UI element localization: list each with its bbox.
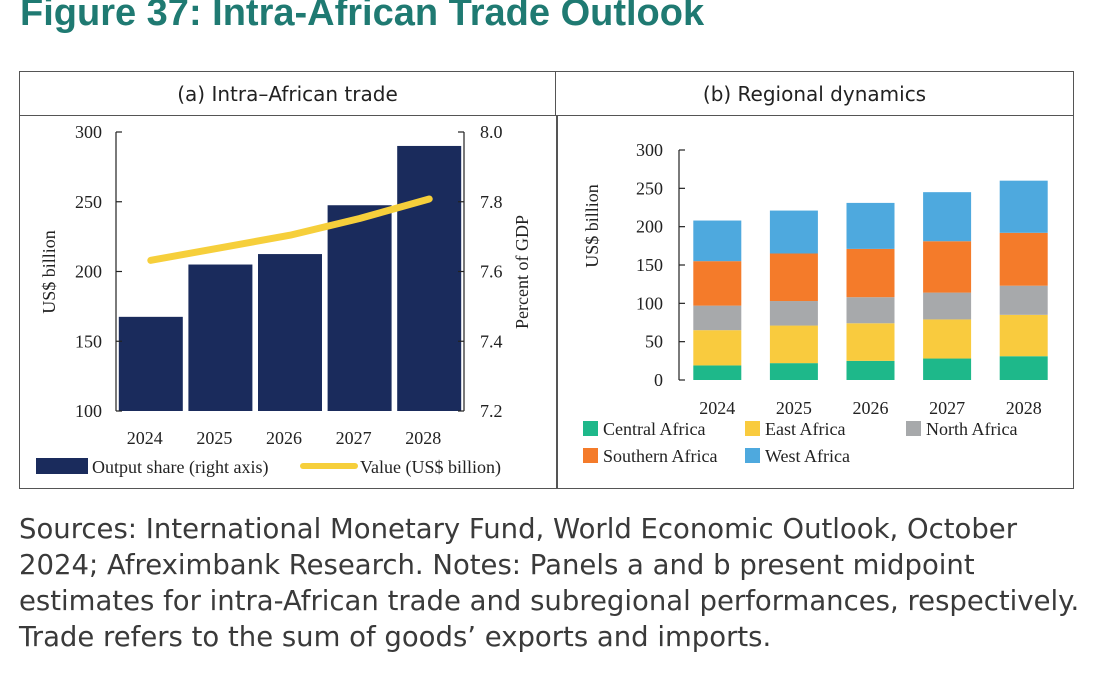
panel-divider bbox=[556, 116, 558, 488]
bar-east-africa-2025 bbox=[769, 325, 818, 364]
panel-b-chart: 300 250 200 150 100 50 0 2024 2025 2026 2027 2028 U… bbox=[582, 140, 1048, 466]
bar-north-africa-2024 bbox=[693, 305, 742, 331]
bar-west-africa-2028 bbox=[999, 180, 1048, 233]
bar-central-africa-2025 bbox=[769, 363, 818, 380]
panel-a-legend: Output share (right axis) Value (US$ bil… bbox=[36, 457, 501, 478]
figure-frame: (a) Intra–African trade (b) Regional dyn… bbox=[19, 71, 1074, 489]
bar-output-share-2024 bbox=[118, 316, 183, 411]
panel-a-y2-axis-label: Percent of GDP bbox=[512, 215, 532, 329]
legend-swatch-southern-africa bbox=[583, 448, 598, 463]
legend-swatch-north-africa bbox=[906, 421, 921, 436]
figure-title: Figure 37: Intra-African Trade Outlook bbox=[20, 0, 705, 34]
bar-east-africa-2028 bbox=[999, 314, 1048, 357]
panel-b-y-axis-label: US$ billion bbox=[582, 184, 602, 268]
panel-a-left-tick-label: 100 bbox=[75, 401, 102, 421]
panel-b-left-tick-label: 100 bbox=[636, 293, 663, 313]
sources-notes: Sources: International Monetary Fund, Wo… bbox=[19, 513, 1080, 653]
legend-label-southern-africa: Southern Africa bbox=[603, 446, 717, 466]
panel-b-left-tick-label: 150 bbox=[636, 255, 663, 275]
legend-swatch-output-share bbox=[36, 458, 88, 474]
bar-southern-africa-2028 bbox=[999, 232, 1048, 286]
bar-west-africa-2026 bbox=[846, 202, 895, 249]
bar-west-africa-2025 bbox=[769, 210, 818, 254]
panel-a-right-tick-label: 7.2 bbox=[480, 401, 503, 421]
bar-output-share-2028 bbox=[397, 145, 462, 411]
bar-southern-africa-2026 bbox=[846, 248, 895, 298]
bar-central-africa-2026 bbox=[846, 360, 895, 380]
panel-a-title: (a) Intra–African trade bbox=[20, 72, 556, 116]
bar-west-africa-2027 bbox=[923, 192, 972, 242]
legend-swatch-west-africa bbox=[745, 448, 760, 463]
legend-swatch-east-africa bbox=[745, 421, 760, 436]
panel-a-x-tick-label: 2024 bbox=[127, 428, 163, 448]
panel-a-left-tick-label: 300 bbox=[75, 122, 102, 142]
bar-output-share-2025 bbox=[188, 264, 253, 411]
bar-north-africa-2028 bbox=[999, 285, 1048, 315]
legend-label-value: Value (US$ billion) bbox=[360, 457, 501, 478]
bar-central-africa-2027 bbox=[923, 358, 972, 380]
panel-b-x-tick-label: 2027 bbox=[929, 398, 965, 418]
panel-b-x-tick-label: 2026 bbox=[853, 398, 889, 418]
bar-east-africa-2026 bbox=[846, 323, 895, 361]
legend-label-west-africa: West Africa bbox=[765, 446, 850, 466]
legend-label-north-africa: North Africa bbox=[926, 419, 1017, 439]
panel-b-legend: Central Africa East Africa North Africa … bbox=[583, 419, 1017, 466]
bar-central-africa-2024 bbox=[693, 365, 742, 380]
bar-east-africa-2027 bbox=[923, 319, 972, 359]
panel-a-right-tick-label: 7.8 bbox=[480, 192, 503, 212]
bar-central-africa-2028 bbox=[999, 356, 1048, 380]
bar-north-africa-2025 bbox=[769, 301, 818, 326]
bar-east-africa-2024 bbox=[693, 330, 742, 366]
panel-a-x-tick-label: 2028 bbox=[405, 428, 441, 448]
panel-a-left-tick-label: 200 bbox=[75, 262, 102, 282]
panel-b-x-tick-label: 2028 bbox=[1006, 398, 1042, 418]
bar-southern-africa-2027 bbox=[923, 241, 972, 293]
legend-swatch-value bbox=[300, 463, 358, 469]
panel-a-y-axis-label: US$ billion bbox=[39, 230, 59, 314]
bar-north-africa-2026 bbox=[846, 297, 895, 324]
legend-label-output-share: Output share (right axis) bbox=[92, 457, 268, 478]
panel-a-chart: 300 250 200 150 100 8.0 7.8 7.6 7.4 7.2 2024 2025 20… bbox=[36, 122, 532, 478]
panel-b-x-tick-label: 2024 bbox=[699, 398, 735, 418]
panel-a-right-tick-label: 8.0 bbox=[480, 122, 503, 142]
legend-swatch-central-africa bbox=[583, 421, 598, 436]
panel-b-left-tick-label: 50 bbox=[645, 332, 663, 352]
bar-west-africa-2024 bbox=[693, 220, 742, 262]
panel-b-left-tick-label: 200 bbox=[636, 217, 663, 237]
panel-a-right-tick-label: 7.6 bbox=[480, 262, 503, 282]
panel-a-left-tick-label: 250 bbox=[75, 192, 102, 212]
panel-a-x-tick-label: 2027 bbox=[336, 428, 372, 448]
panel-b-title: (b) Regional dynamics bbox=[556, 72, 1073, 116]
panel-b-left-tick-label: 250 bbox=[636, 178, 663, 198]
bar-output-share-2026 bbox=[258, 254, 322, 411]
bar-southern-africa-2025 bbox=[769, 253, 818, 302]
line-value-us-billion bbox=[147, 195, 433, 264]
bar-north-africa-2027 bbox=[923, 292, 972, 320]
legend-label-east-africa: East Africa bbox=[765, 419, 845, 439]
panel-b-x-tick-label: 2025 bbox=[776, 398, 812, 418]
legend-label-central-africa: Central Africa bbox=[603, 419, 705, 439]
panel-a-left-tick-label: 150 bbox=[75, 331, 102, 351]
panel-a-x-tick-label: 2025 bbox=[196, 428, 232, 448]
panel-a-right-tick-label: 7.4 bbox=[480, 331, 503, 351]
panel-a-x-tick-label: 2026 bbox=[266, 428, 302, 448]
panel-b-left-tick-label: 0 bbox=[654, 370, 663, 390]
bar-output-share-2027 bbox=[327, 205, 392, 411]
panel-b-left-tick-label: 300 bbox=[636, 140, 663, 160]
bar-southern-africa-2024 bbox=[693, 261, 742, 306]
